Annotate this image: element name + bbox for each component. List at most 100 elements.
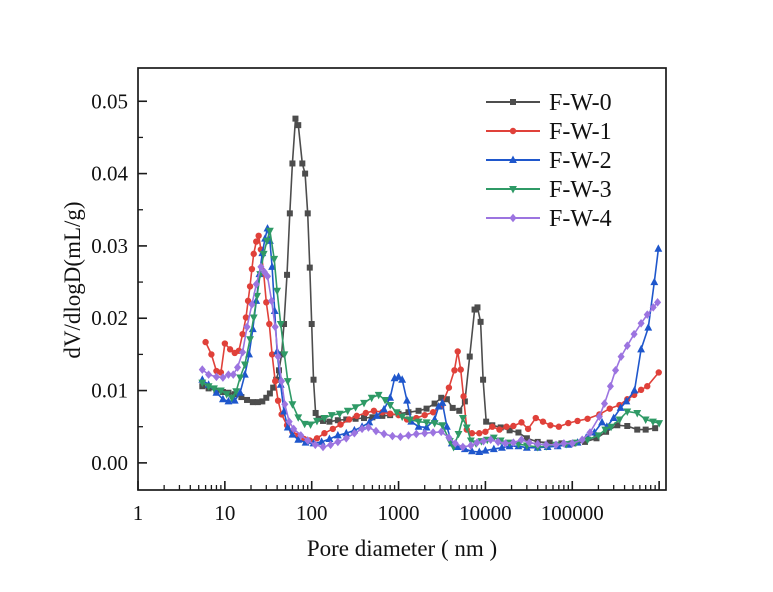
diamond-marker: [268, 296, 276, 306]
series-F-W-1: [202, 232, 662, 444]
diamond-marker: [445, 433, 453, 442]
triangle-down-marker: [306, 421, 315, 430]
triangle-down-marker: [601, 426, 610, 435]
triangle-up-marker: [498, 443, 506, 451]
triangle-up-marker: [236, 388, 245, 396]
triangle-up-marker: [434, 401, 443, 410]
diamond-marker: [212, 372, 220, 382]
diamond-marker: [219, 373, 227, 382]
triangle-down-marker: [335, 410, 344, 419]
triangle-down-marker: [430, 420, 439, 428]
triangle-down-marker: [236, 374, 245, 383]
triangle-down-marker: [273, 287, 282, 296]
triangle-up-marker: [654, 244, 663, 252]
square-marker: [456, 407, 463, 414]
plot-frame: [137, 67, 667, 491]
square-marker: [304, 210, 311, 217]
diamond-marker: [281, 400, 289, 409]
circle-marker: [555, 423, 563, 430]
triangle-up-marker: [394, 372, 403, 380]
circle-marker: [451, 367, 458, 374]
diamond-marker: [396, 432, 404, 442]
square-marker: [289, 160, 296, 167]
diamond-marker: [623, 341, 631, 351]
square-marker: [263, 394, 270, 401]
legend-label: F-W-1: [549, 119, 612, 145]
square-marker: [299, 160, 306, 167]
triangle-down-marker: [360, 399, 368, 408]
diamond-marker: [429, 428, 437, 437]
square-marker: [326, 418, 333, 425]
square-marker: [244, 396, 251, 403]
circle-marker: [518, 419, 525, 426]
triangle-up-marker: [481, 446, 490, 454]
diamond-marker: [274, 352, 282, 361]
triangle-up-marker: [616, 403, 625, 411]
triangle-down-marker: [641, 416, 650, 424]
triangle-up-marker: [442, 422, 451, 430]
diamond-marker: [290, 424, 298, 434]
diamond-marker: [372, 426, 380, 436]
circle-marker: [362, 409, 370, 417]
triangle-down-marker: [249, 314, 258, 322]
diamond-marker: [552, 440, 560, 450]
circle-marker: [263, 299, 270, 306]
square-marker: [308, 321, 315, 328]
diamond-marker: [451, 439, 459, 448]
triangle-up-marker: [644, 323, 653, 331]
circle-marker: [246, 283, 254, 290]
diamond-marker: [260, 267, 268, 277]
triangle-up-marker: [609, 413, 618, 422]
y-tick-label: 0.02: [91, 306, 128, 330]
diamond-marker: [364, 423, 372, 432]
circle-marker: [509, 127, 517, 135]
y-tick-label: 0.04: [91, 162, 128, 186]
square-marker: [515, 429, 522, 436]
circle-marker: [489, 423, 496, 430]
y-tick-label: 0.05: [91, 89, 128, 113]
triangle-down-marker: [210, 385, 218, 393]
legend-item-F-W-4: F-W-4: [486, 206, 612, 232]
circle-marker: [248, 265, 256, 273]
diamond-marker: [233, 363, 242, 372]
triangle-down-marker: [262, 237, 271, 246]
circle-marker: [503, 423, 510, 430]
triangle-down-marker: [259, 250, 268, 259]
circle-marker: [244, 297, 252, 305]
triangle-down-marker: [313, 417, 321, 426]
triangle-up-marker: [509, 155, 517, 163]
triangle-up-marker: [414, 422, 423, 430]
diamond-marker: [649, 303, 657, 312]
square-marker: [286, 210, 293, 217]
triangle-down-marker: [655, 420, 664, 428]
triangle-down-marker: [288, 401, 297, 409]
diamond-marker: [654, 298, 662, 307]
circle-marker: [202, 338, 209, 346]
circle-marker: [217, 369, 225, 376]
diamond-marker: [525, 438, 533, 447]
series-F-W-4: [198, 262, 662, 452]
square-marker: [477, 318, 484, 325]
circle-marker: [208, 351, 215, 358]
triangle-down-marker: [270, 255, 279, 264]
triangle-down-marker: [294, 414, 303, 422]
legend: F-W-0 F-W-1 F-W-2 F-W-3 F-W-4: [486, 90, 612, 232]
diamond-marker: [285, 417, 293, 426]
triangle-down-marker: [615, 416, 624, 424]
triangle-up-marker: [637, 344, 646, 353]
circle-marker: [655, 369, 662, 376]
series-line-F-W-4: [201, 266, 659, 448]
circle-marker: [221, 340, 229, 347]
x-axis: 1 10 100 1000 10000 100000: [133, 481, 660, 525]
triangle-down-marker: [204, 383, 213, 391]
triangle-up-marker: [325, 434, 334, 443]
diamond-marker: [388, 431, 396, 441]
triangle-down-marker: [398, 413, 407, 422]
circle-marker: [445, 384, 453, 391]
diamond-marker: [437, 427, 445, 437]
triangle-down-marker: [320, 415, 329, 423]
y-tick-label: 0.03: [91, 234, 128, 258]
triangle-up-marker: [224, 396, 233, 405]
triangle-down-marker: [222, 391, 231, 399]
